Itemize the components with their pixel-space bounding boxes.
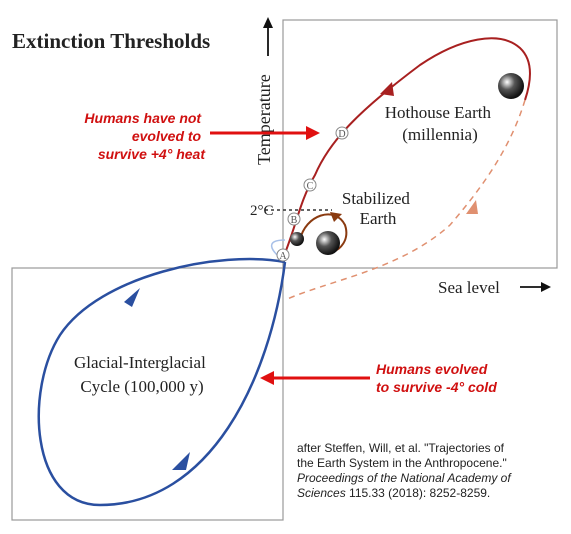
citation: after Steffen, Will, et al. "Trajectorie… bbox=[297, 441, 514, 500]
glacial-loop bbox=[37, 257, 287, 507]
stabilized-label: Stabilized Earth bbox=[342, 189, 414, 228]
annotation-line: Humans evolved bbox=[376, 361, 488, 377]
glacial-label: Glacial-Interglacial Cycle (100,000 y) bbox=[74, 353, 210, 396]
stabilized-path bbox=[299, 213, 348, 253]
path-arrow bbox=[466, 200, 478, 214]
annotation-line: evolved to bbox=[132, 128, 202, 144]
citation-details: 115.33 (2018): 8252-8259. bbox=[346, 486, 491, 500]
point-markers: A B C D bbox=[276, 126, 349, 262]
y-axis-arrow bbox=[263, 17, 273, 56]
path-arrow bbox=[380, 82, 394, 96]
hothouse-path bbox=[282, 37, 531, 259]
point-label: B bbox=[291, 215, 298, 226]
ball bbox=[290, 232, 304, 246]
lower-box bbox=[11, 267, 284, 521]
label-line: Glacial-Interglacial bbox=[74, 353, 206, 372]
cold-arrow bbox=[260, 371, 370, 385]
label-line: Stabilized bbox=[342, 189, 410, 208]
citation-line: after Steffen, Will, et al. "Trajectorie… bbox=[297, 441, 505, 455]
point-circle bbox=[287, 212, 301, 226]
point-circle bbox=[303, 178, 317, 192]
point-label: D bbox=[338, 129, 345, 140]
path-arrow bbox=[330, 212, 342, 222]
x-axis-label: Sea level bbox=[438, 278, 500, 297]
x-axis-arrow bbox=[520, 282, 551, 292]
return-path bbox=[284, 99, 526, 301]
ball bbox=[498, 73, 524, 99]
annotation-line: survive +4° heat bbox=[98, 146, 206, 162]
point-circle bbox=[335, 126, 349, 140]
annotation-line: Humans have not bbox=[84, 110, 202, 126]
threshold-label: 2°C bbox=[250, 203, 274, 219]
heat-arrow bbox=[210, 126, 320, 140]
point-label: A bbox=[279, 251, 287, 262]
title: Extinction Thresholds bbox=[12, 29, 210, 53]
upper-box bbox=[282, 19, 558, 269]
point-circle bbox=[276, 248, 290, 262]
point-label: C bbox=[307, 181, 314, 192]
ball bbox=[316, 231, 340, 255]
citation-journal: Proceedings of the National Academy of bbox=[297, 471, 512, 485]
label-line: Hothouse Earth bbox=[385, 103, 492, 122]
label-line: Cycle (100,000 y) bbox=[80, 377, 203, 396]
label-line: (millennia) bbox=[402, 125, 478, 144]
y-axis-label: Temperature bbox=[254, 74, 274, 165]
loop-arrow bbox=[124, 288, 140, 307]
label-line: Earth bbox=[360, 209, 397, 228]
citation-journal: Sciences bbox=[297, 486, 346, 500]
hothouse-label: Hothouse Earth (millennia) bbox=[385, 103, 495, 144]
loop-arrow bbox=[172, 452, 190, 470]
annotation-line: to survive -4° cold bbox=[376, 379, 497, 395]
heat-annotation: Humans have not evolved to survive +4° h… bbox=[84, 110, 206, 162]
cold-annotation: Humans evolved to survive -4° cold bbox=[376, 361, 497, 395]
citation-line: the Earth System in the Anthropocene." bbox=[297, 456, 507, 470]
